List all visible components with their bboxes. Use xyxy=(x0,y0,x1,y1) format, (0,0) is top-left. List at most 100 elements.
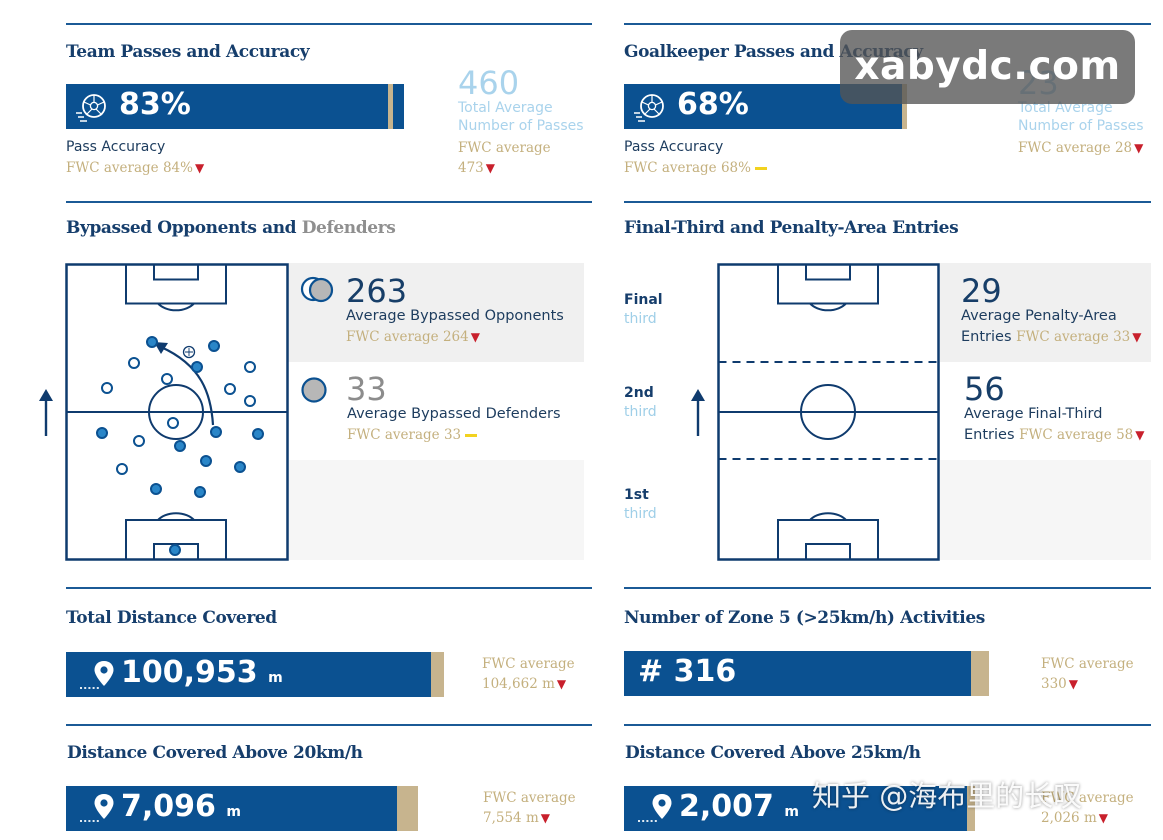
team-total-passes-label: Total Average Number of Passes xyxy=(458,100,584,134)
teammate-player-dot xyxy=(101,382,113,394)
total-distance-title: Total Distance Covered xyxy=(66,608,277,628)
bypassed-defenders-fwc: FWC average 33 xyxy=(347,425,478,445)
section-rule xyxy=(624,587,1151,589)
bypassed-defenders-icon xyxy=(301,377,327,403)
final-third-entries-label: Average Final-Third xyxy=(964,406,1103,422)
bypassed-opponents-fwc: FWC average 264 ▼ xyxy=(346,329,480,345)
section-rule xyxy=(66,724,592,726)
decrease-triangle-icon: ▼ xyxy=(556,677,567,691)
teammate-player-dot xyxy=(116,463,128,475)
teammate-player-dot xyxy=(244,361,256,373)
zone5-fwc: FWC average 330 ▼ xyxy=(1041,656,1134,692)
bypassed-opponents-value: 263 xyxy=(346,272,408,310)
opponent-player-dot xyxy=(194,486,206,498)
distance-25-value: 2,007 m xyxy=(679,789,799,824)
teammate-player-dot xyxy=(161,373,173,385)
team-pass-accuracy-bar-tail xyxy=(393,84,404,129)
total-distance-value: 100,953 m xyxy=(121,655,283,690)
goalkeeper-pass-accuracy-label: Pass Accuracy xyxy=(624,139,724,155)
distance-25-bar xyxy=(624,786,967,831)
entries-title: Final-Third and Penalty-Area Entries xyxy=(624,218,959,238)
goalkeeper-pass-accuracy-fwc: FWC average 68% xyxy=(624,158,767,178)
distance-25-fwc: FWC average 2,026 m ▼ xyxy=(1041,790,1134,826)
bypassed-opponents-label: Average Bypassed Opponents xyxy=(346,308,564,324)
total-distance-fwc: FWC average 104,662 m ▼ xyxy=(482,656,575,692)
distance-20-title: Distance Covered Above 20km/h xyxy=(67,743,363,763)
teammate-player-dot xyxy=(167,417,179,429)
opponent-player-dot xyxy=(234,461,246,473)
opponent-player-dot xyxy=(169,544,181,556)
zone5-bar-end xyxy=(971,651,989,696)
team-pass-accuracy-bar xyxy=(66,84,388,129)
team-pass-accuracy-label: Pass Accuracy xyxy=(66,139,166,155)
penalty-entries-fwc-line: Entries FWC average 33 ▼ xyxy=(961,329,1142,345)
bypassed-defenders-value: 33 xyxy=(346,370,387,408)
decrease-triangle-icon: ▼ xyxy=(1134,141,1144,155)
zone5-title: Number of Zone 5 (>25km/h) Activities xyxy=(624,608,985,628)
decrease-triangle-icon: ▼ xyxy=(1098,811,1108,825)
team-passes-title: Team Passes and Accuracy xyxy=(66,42,310,62)
goalkeeper-total-passes-fwc: FWC average 28 ▼ xyxy=(1018,140,1144,156)
location-pin-icon xyxy=(80,661,114,689)
entries-stats-panel-top xyxy=(940,263,1151,362)
section-rule xyxy=(624,23,1151,25)
bypassed-defenders-label: Average Bypassed Defenders xyxy=(347,406,561,422)
opponent-player-dot xyxy=(191,361,203,373)
decrease-triangle-icon: ▼ xyxy=(485,161,496,175)
opponent-player-dot xyxy=(174,440,186,452)
penalty-entries-label: Average Penalty-Area xyxy=(961,308,1117,324)
opponent-player-dot xyxy=(150,483,162,495)
team-pass-accuracy-bar-end xyxy=(388,84,393,129)
direction-arrow-icon xyxy=(691,389,705,436)
section-rule xyxy=(66,587,592,589)
teammate-player-dot xyxy=(244,395,256,407)
bypassed-stats-panel-bottom xyxy=(288,460,584,560)
decrease-triangle-icon: ▼ xyxy=(1068,677,1079,691)
teammate-player-dot xyxy=(224,383,236,395)
equal-dash-icon xyxy=(754,167,767,170)
zone-final-third-label: Final third xyxy=(624,292,663,327)
location-pin-icon xyxy=(80,794,114,822)
goalkeeper-pass-accuracy-bar-end xyxy=(902,84,907,129)
zone-first-third-label: 1st third xyxy=(624,487,657,522)
site-watermark: xabydc.com xyxy=(840,30,1135,104)
decrease-triangle-icon: ▼ xyxy=(1132,330,1142,344)
team-total-passes-fwc: FWC average 473 ▼ xyxy=(458,140,551,176)
opponent-player-dot xyxy=(208,340,220,352)
opponent-player-dot xyxy=(146,336,158,348)
section-rule xyxy=(624,724,1151,726)
team-total-passes-value: 460 xyxy=(458,64,520,102)
teammate-player-dot xyxy=(128,357,140,369)
goalkeeper-pass-accuracy-value: 68% xyxy=(677,87,749,122)
author-watermark: 知乎 @海布里的长叹 xyxy=(812,779,1083,813)
opponent-player-dot xyxy=(210,426,222,438)
distance-20-bar xyxy=(66,786,397,831)
bypassed-opponents-icon xyxy=(300,276,334,303)
distance-25-bar-end xyxy=(967,786,975,831)
bypassed-stats-panel-top xyxy=(288,263,584,362)
decrease-triangle-icon: ▼ xyxy=(540,811,550,825)
team-pass-accuracy-value: 83% xyxy=(119,87,191,122)
goalkeeper-total-passes-label: Total Average Number of Passes xyxy=(1018,100,1144,134)
zone-second-third-label: 2nd third xyxy=(624,385,657,420)
section-rule xyxy=(624,201,1151,203)
distance-20-fwc: FWC average 7,554 m ▼ xyxy=(483,790,576,826)
total-distance-bar xyxy=(66,652,431,697)
bypassed-pitch-diagram xyxy=(65,263,289,561)
final-third-entries-fwc-line: Entries FWC average 58 ▼ xyxy=(964,427,1145,443)
distance-25-title: Distance Covered Above 25km/h xyxy=(625,743,921,763)
bypassed-title: Bypassed Opponents and Defenders xyxy=(66,218,396,238)
zone5-bar xyxy=(624,651,971,696)
bypassed-stats-panel-mid xyxy=(288,362,584,460)
direction-arrow-icon xyxy=(39,389,53,436)
opponent-player-dot xyxy=(252,428,264,440)
decrease-triangle-icon: ▼ xyxy=(1135,428,1145,442)
entries-pitch-diagram xyxy=(717,263,940,561)
opponent-player-dot xyxy=(200,455,212,467)
distance-20-bar-end xyxy=(397,786,418,831)
section-rule xyxy=(66,23,592,25)
team-pass-accuracy-fwc: FWC average 84% ▼ xyxy=(66,160,205,176)
distance-20-value: 7,096 m xyxy=(121,789,241,824)
teammate-player-dot xyxy=(133,435,145,447)
equal-dash-icon xyxy=(465,434,478,437)
